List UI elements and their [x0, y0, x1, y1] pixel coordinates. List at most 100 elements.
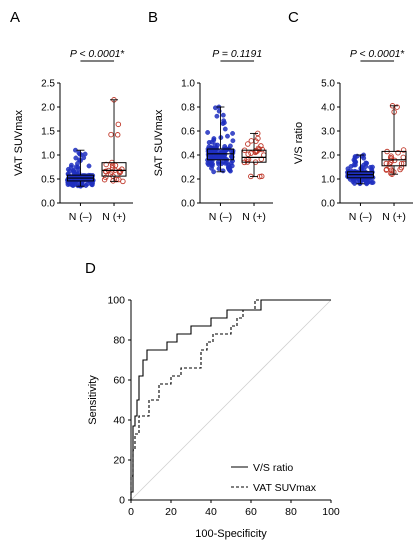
p-value-star: * [121, 48, 125, 60]
data-point-negative [367, 178, 373, 184]
panel-label: D [85, 260, 96, 277]
box-iqr [101, 162, 127, 177]
data-point-negative [362, 177, 368, 183]
data-point-positive [117, 168, 123, 174]
data-point-negative [205, 130, 211, 135]
y-tick-label: 20 [113, 455, 125, 467]
data-point-positive [258, 173, 265, 180]
data-point-positive [245, 151, 251, 157]
data-point-negative [352, 158, 358, 164]
panel-b: B 0.0 0.2 0.4 0.6 0.8 1.0 SAT SUVmax N (–) N (+) P… [148, 9, 273, 223]
y-tick-label: 1.5 [41, 127, 55, 138]
x-tick-label: 100 [322, 506, 340, 518]
data-point-negative [207, 158, 213, 163]
data-point-negative [213, 105, 218, 111]
data-point-positive [116, 176, 122, 183]
y-tick-label: 0.5 [41, 175, 55, 186]
y-tick-label: 0.6 [181, 127, 195, 138]
data-point-positive [400, 154, 407, 161]
data-point-positive [383, 167, 390, 173]
data-point-positive [259, 146, 265, 153]
data-point-positive [102, 174, 109, 181]
panel-label: A [10, 9, 20, 26]
data-point-positive [252, 148, 259, 154]
legend-label: V/S ratio [253, 462, 293, 474]
panel-label: B [148, 9, 158, 26]
x-tick-label: N (–) [349, 211, 372, 223]
y-tick-label: 60 [113, 375, 125, 387]
box-iqr [241, 149, 267, 163]
data-point-negative [206, 140, 212, 145]
p-value-label: P = 0.1191 [212, 48, 262, 60]
x-axis-label: 100-Specificity [195, 528, 267, 540]
y-axis-label: VAT SUVmax [13, 109, 25, 176]
x-tick-label: 80 [285, 506, 297, 518]
y-tick-label: 2.0 [41, 103, 55, 114]
data-point-negative [363, 160, 369, 166]
data-point-positive [114, 132, 121, 138]
data-point-positive [261, 152, 267, 158]
y-axis-label: V/S ratio [293, 122, 305, 164]
data-point-negative [220, 112, 226, 118]
x-tick-label: 20 [165, 506, 177, 518]
y-tick-label: 4.0 [321, 103, 335, 114]
data-point-negative [81, 155, 87, 161]
panel-d-roc: D 0 20 40 60 80 100 0 20 40 60 80 100 100-Specificity… [85, 260, 340, 540]
panel-a: A 0.0 0.5 1.0 1.5 2.0 2.5 VAT SUVmax N (–) N (+) P… [10, 9, 133, 223]
y-tick-label: 0.4 [181, 151, 195, 162]
data-point-negative [217, 155, 223, 161]
data-point-negative [68, 164, 74, 170]
roc-curve-vat-suvmax [130, 299, 331, 500]
data-point-negative [209, 163, 215, 168]
x-tick-label: N (–) [69, 211, 92, 223]
p-value-label: P < 0.0001* [70, 48, 125, 60]
p-value-star: * [401, 48, 405, 60]
y-tick-label: 2.5 [41, 79, 55, 90]
data-point-positive [388, 170, 394, 177]
y-tick-label: 1.0 [181, 79, 195, 90]
data-point-positive [108, 131, 114, 138]
y-axis-label: Sensitivity [87, 375, 99, 425]
y-tick-label: 3.0 [321, 127, 335, 138]
data-point-negative [77, 151, 83, 157]
data-point-negative [229, 163, 235, 169]
data-point-negative [222, 126, 228, 132]
y-tick-label: 0.0 [321, 199, 335, 210]
x-tick-label: 60 [245, 506, 257, 518]
y-tick-label: 80 [113, 335, 125, 347]
y-axis-label: SAT SUVmax [153, 109, 165, 176]
data-point-negative [86, 163, 92, 169]
box-iqr [381, 150, 407, 167]
data-point-negative [214, 113, 220, 119]
roc-curve-vs-ratio [130, 299, 331, 500]
data-point-positive [400, 147, 407, 153]
data-point-positive [115, 121, 122, 128]
y-tick-label: 2.0 [321, 151, 335, 162]
data-point-positive [109, 162, 116, 169]
y-tick-label: 1.0 [321, 175, 335, 186]
data-point-negative [348, 164, 354, 169]
y-tick-label: 0 [119, 495, 125, 507]
panel-label: C [288, 9, 299, 26]
data-point-negative [220, 168, 226, 174]
data-point-positive [394, 104, 400, 110]
x-tick-label: 0 [128, 506, 134, 518]
data-point-negative [230, 131, 235, 136]
x-tick-label: 40 [205, 506, 217, 518]
data-point-negative [73, 164, 79, 170]
data-point-positive [256, 146, 262, 153]
y-tick-label: 1.0 [41, 151, 55, 162]
x-tick-label: N (+) [102, 211, 126, 223]
data-point-negative [71, 170, 77, 176]
y-tick-label: 5.0 [321, 79, 335, 90]
data-point-negative [369, 167, 375, 173]
y-tick-label: 0.2 [181, 175, 195, 186]
y-tick-label: 0.0 [181, 199, 195, 210]
data-point-positive [258, 156, 265, 162]
reference-diagonal [130, 299, 332, 501]
data-point-negative [73, 177, 79, 183]
x-tick-label: N (+) [382, 211, 406, 223]
x-tick-label: N (+) [242, 211, 266, 223]
data-point-positive [395, 149, 401, 156]
